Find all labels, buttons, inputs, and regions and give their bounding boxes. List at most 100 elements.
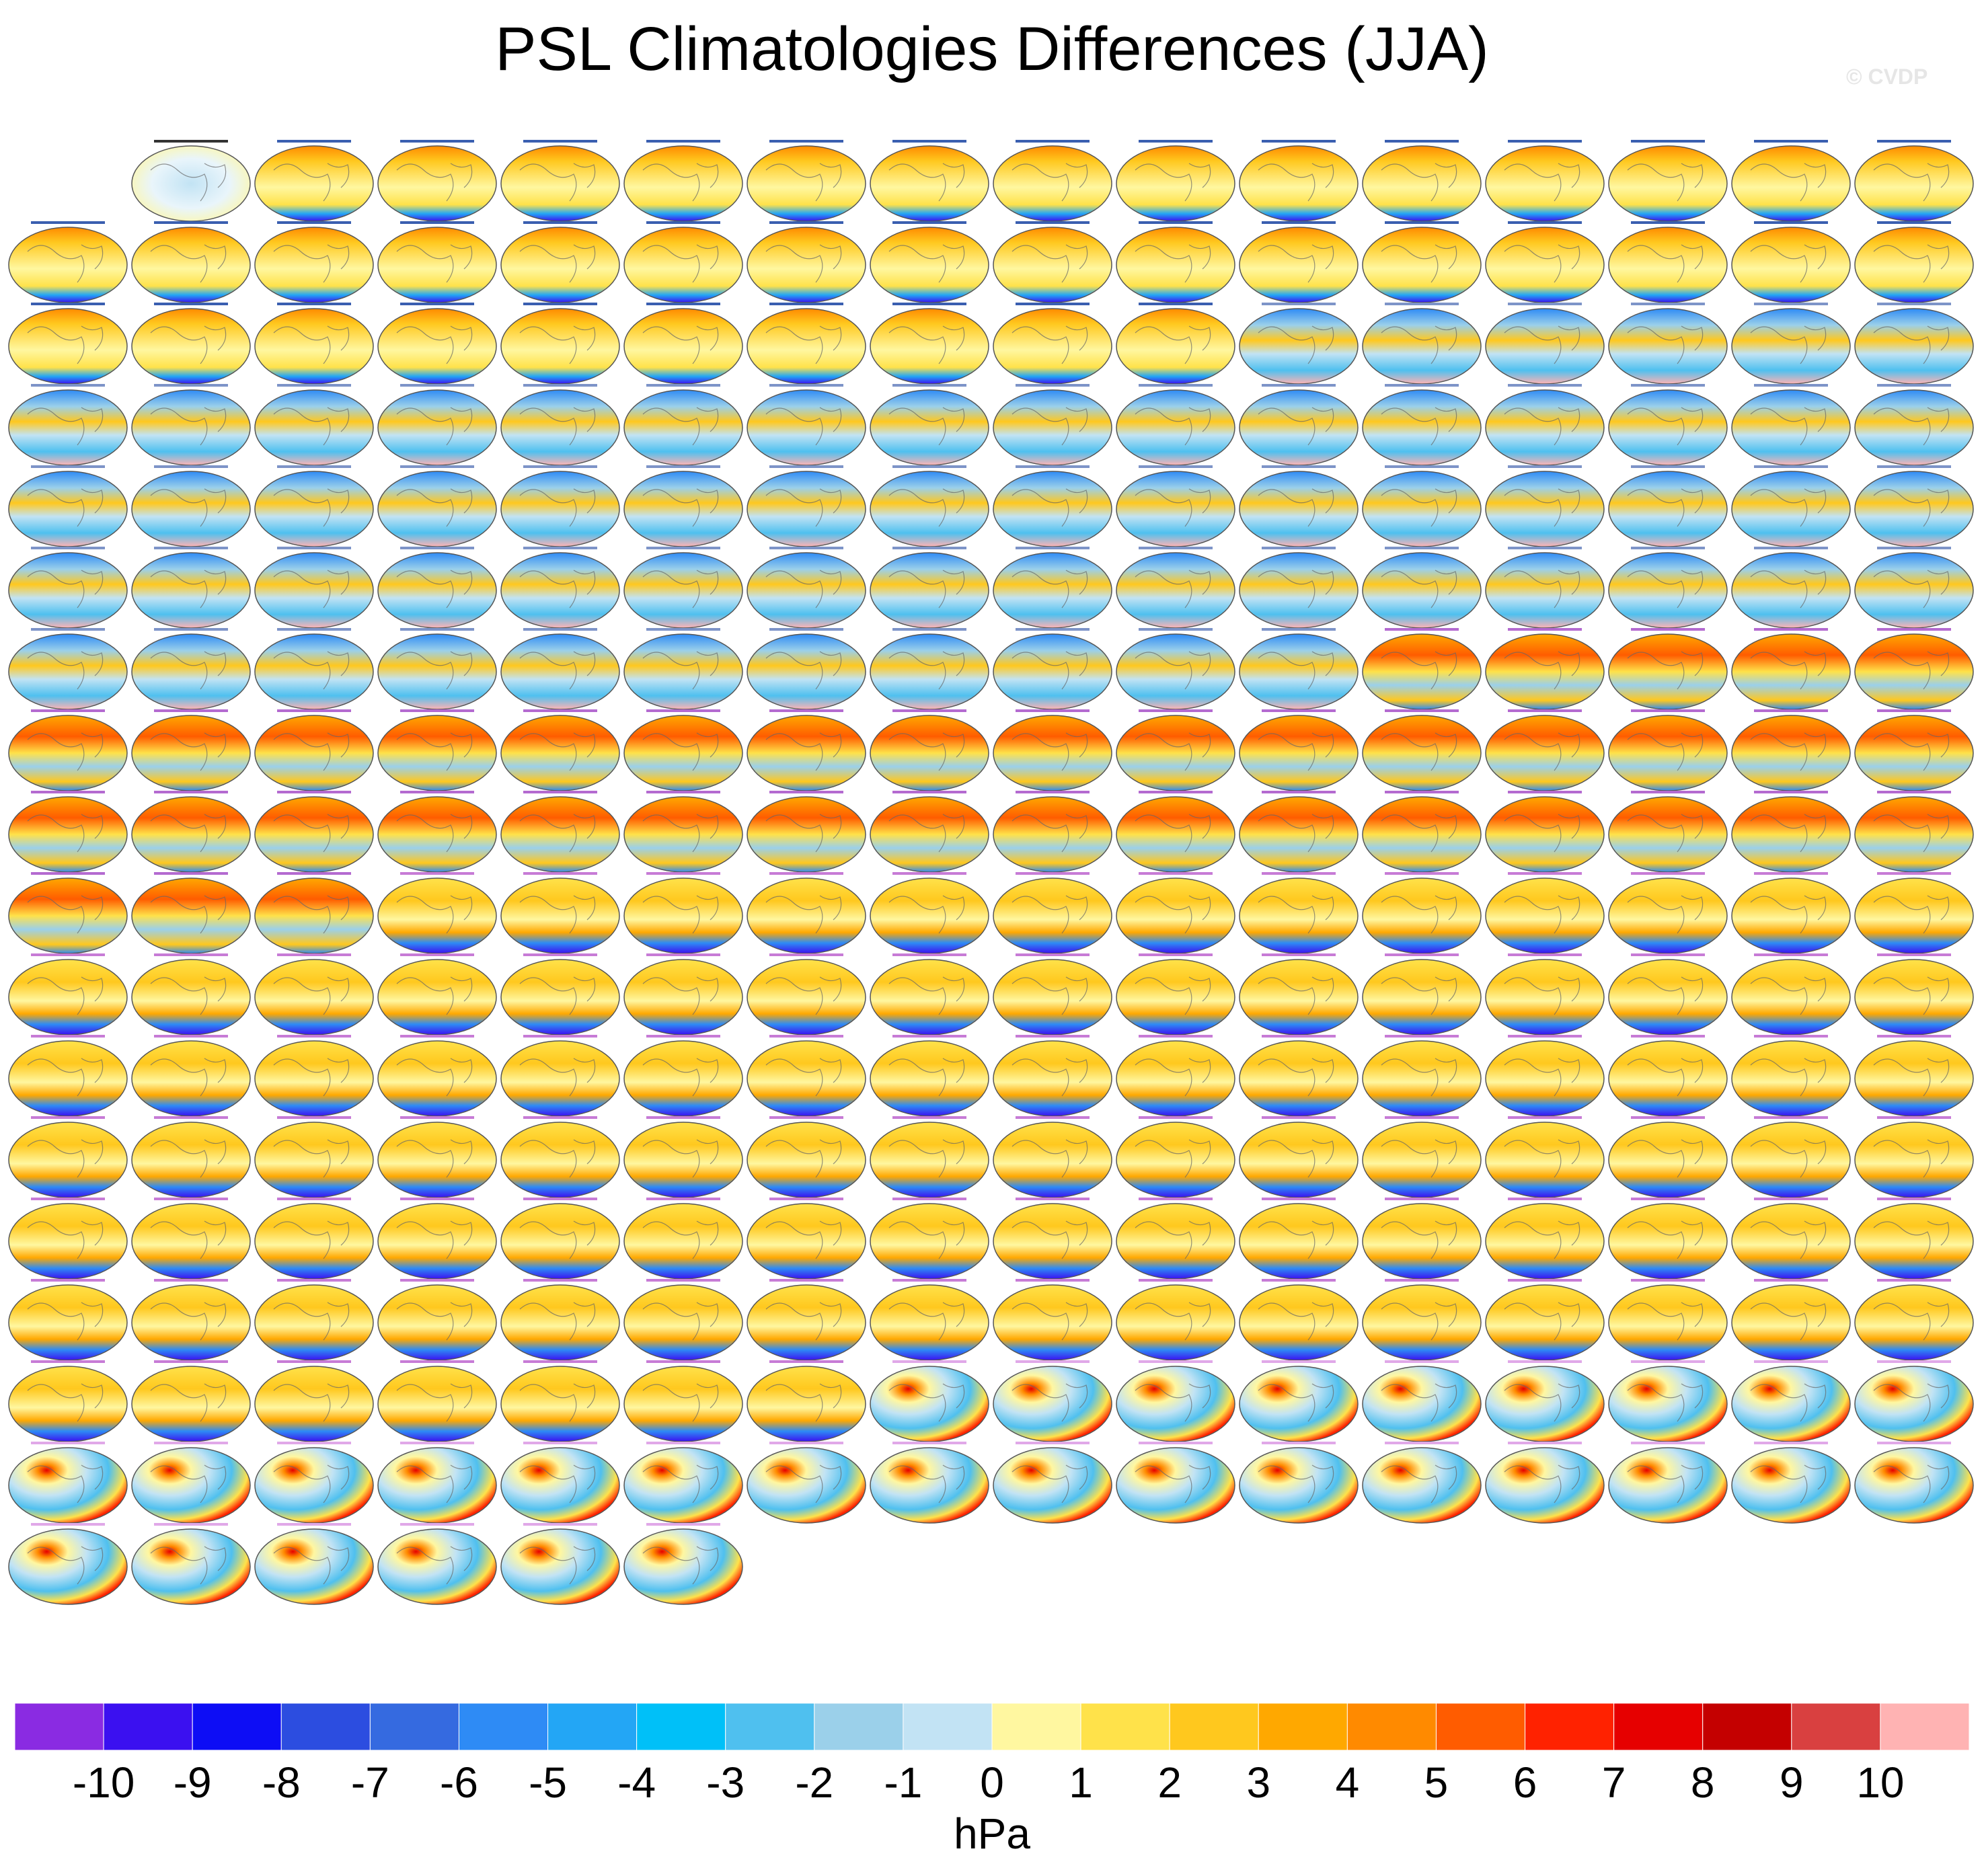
- panel-coastlines: [765, 976, 842, 1015]
- panel-map: [1362, 1203, 1482, 1280]
- panel-label-mark: [154, 1360, 228, 1363]
- panel-label-mark: [1631, 628, 1705, 631]
- panel-csiro-mk3-6-0: [1485, 1360, 1605, 1442]
- panel-coastlines: [1135, 651, 1211, 690]
- panel-label-mark: [400, 303, 474, 305]
- panel-coastlines: [150, 570, 227, 609]
- colorbar-box: [1880, 1703, 1969, 1750]
- panel-label-mark: [1754, 384, 1828, 387]
- panel-label-mark: [154, 140, 228, 143]
- panel-label-mark: [523, 1035, 597, 1038]
- panel-coastlines: [765, 1464, 842, 1503]
- colorbar-box: [991, 1703, 1081, 1750]
- panel-label-mark: [1508, 384, 1582, 387]
- panel-cesm2: [747, 953, 866, 1035]
- panel-label-mark: [1877, 1198, 1951, 1200]
- panel-map: [1854, 308, 1974, 385]
- panel-label-mark: [1385, 303, 1459, 305]
- panel-map: [131, 877, 251, 954]
- panel-access-esm1-5: [500, 140, 620, 222]
- panel-map: [1608, 145, 1728, 222]
- panel-coastlines: [1258, 814, 1334, 853]
- panel-coastlines: [1381, 1139, 1457, 1178]
- panel-label-mark: [1262, 303, 1336, 305]
- panel-access-esm1-5: [377, 221, 497, 303]
- panel-coastlines: [150, 1383, 227, 1422]
- panel-map: [254, 1040, 374, 1117]
- panel-map: [1731, 227, 1851, 303]
- panel-coastlines: [1012, 1058, 1088, 1097]
- panel-coastlines: [642, 1058, 719, 1097]
- colorbar-box: [814, 1703, 904, 1750]
- panel-map: [131, 796, 251, 873]
- panel-label-mark: [1139, 628, 1213, 631]
- panel-coastlines: [1750, 732, 1827, 771]
- panel-label-mark: [1754, 628, 1828, 631]
- panel-map: [747, 1203, 866, 1280]
- panel-access-esm1-5: [623, 303, 743, 385]
- colorbar-tick-label: 10: [1856, 1758, 1905, 1807]
- panel-label-mark: [1631, 953, 1705, 956]
- panel-map: [254, 389, 374, 466]
- panel-coastlines: [1504, 1220, 1580, 1259]
- panel-label-mark: [31, 628, 105, 631]
- panel-label-mark: [1385, 140, 1459, 143]
- panel-label-mark: [31, 709, 105, 712]
- panel-label-mark: [154, 872, 228, 875]
- panel-label-mark: [1016, 221, 1090, 224]
- panel-label-mark: [154, 1116, 228, 1119]
- panel-label-mark: [1262, 1360, 1336, 1363]
- panel-coastlines: [765, 488, 842, 527]
- panel-coastlines: [519, 895, 596, 934]
- panel-canesm5: [870, 384, 989, 466]
- panel-coastlines: [519, 732, 596, 771]
- panel-coastlines: [1873, 163, 1950, 202]
- panel-coastlines: [519, 244, 596, 283]
- panel-canesm5: [993, 384, 1112, 466]
- panel-coastlines: [1873, 244, 1950, 283]
- panel-canesm5: [131, 384, 251, 466]
- panel-coastlines: [1873, 814, 1950, 853]
- panel-label-mark: [892, 628, 966, 631]
- panel-map: [377, 877, 497, 954]
- panel-coastlines: [1012, 814, 1088, 853]
- panel-coastlines: [1504, 488, 1580, 527]
- panel-coastlines: [150, 895, 227, 934]
- panel-label-mark: [1385, 1279, 1459, 1282]
- panel-coastlines: [765, 1139, 842, 1178]
- panel-map: [500, 1284, 620, 1361]
- panel-coastlines: [273, 1383, 350, 1422]
- panel-map: [623, 1284, 743, 1361]
- panel-label-mark: [277, 953, 351, 956]
- panel-map: [8, 1122, 128, 1198]
- panel-map: [870, 227, 989, 303]
- panel-access-esm1-5: [1608, 221, 1728, 303]
- panel-coastlines: [1627, 976, 1704, 1015]
- panel-coastlines: [27, 814, 104, 853]
- panel-map: [500, 1122, 620, 1198]
- panel-map: [1854, 959, 1974, 1035]
- panel-cesm1: [1116, 791, 1235, 873]
- colorbar-box: [903, 1703, 993, 1750]
- panel-coastlines: [519, 1139, 596, 1178]
- colorbar-tick-label: -1: [884, 1758, 923, 1807]
- panel-coastlines: [1750, 1302, 1827, 1341]
- panel-label-mark: [1016, 709, 1090, 712]
- panel-map: [254, 145, 374, 222]
- panel-label-mark: [1508, 791, 1582, 793]
- panel-map: [1485, 389, 1605, 466]
- panel-coastlines: [519, 976, 596, 1015]
- panel-label-mark: [892, 709, 966, 712]
- panel-label-mark: [277, 709, 351, 712]
- panel-map: [1239, 1366, 1359, 1442]
- panel-label-mark: [769, 1442, 843, 1444]
- panel-csiro-mk3-6-0: [1854, 1360, 1974, 1442]
- panel-coastlines: [1012, 1464, 1088, 1503]
- panel-map: [8, 227, 128, 303]
- panel-cesm2: [377, 1116, 497, 1198]
- panel-canesm5: [1239, 628, 1359, 710]
- panel-map: [1116, 145, 1235, 222]
- panel-canesm5: [1239, 547, 1359, 629]
- panel-coastlines: [396, 895, 473, 934]
- panel-coastlines: [1012, 244, 1088, 283]
